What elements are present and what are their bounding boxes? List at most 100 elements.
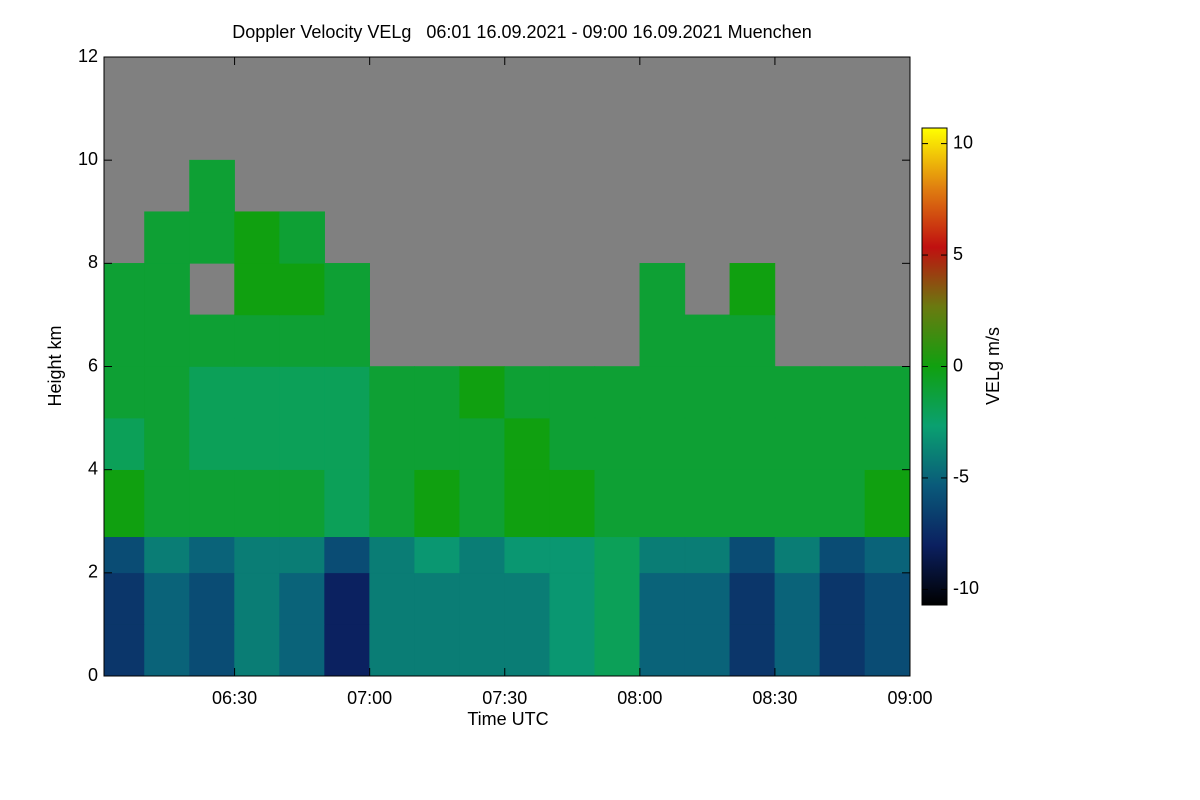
- heatmap-cell: [639, 469, 686, 538]
- heatmap-cell: [189, 624, 235, 677]
- heatmap-cell: [774, 417, 821, 470]
- x-tick-label: 07:00: [347, 688, 392, 708]
- heatmap-cell: [324, 366, 370, 419]
- heatmap-cell: [504, 417, 551, 470]
- heatmap-cell: [279, 536, 325, 574]
- heatmap-cell: [774, 572, 821, 625]
- heatmap-cell: [279, 572, 325, 625]
- heatmap-cell: [234, 536, 280, 574]
- heatmap-cell: [103, 263, 145, 316]
- heatmap-cell: [144, 366, 190, 419]
- heatmap-cell: [369, 366, 415, 419]
- colorbar-tick-label: 0: [953, 355, 963, 375]
- heatmap-cell: [414, 366, 461, 419]
- heatmap-cell: [324, 469, 370, 538]
- heatmap-cell: [549, 536, 596, 574]
- heatmap-cell: [459, 536, 506, 574]
- heatmap-cell: [594, 366, 641, 419]
- heatmap-cell: [459, 417, 506, 470]
- heatmap-cell: [234, 417, 280, 470]
- heatmap-cell: [234, 366, 280, 419]
- heatmap-cell: [729, 624, 776, 677]
- heatmap-cell: [279, 314, 325, 367]
- y-tick-label: 8: [88, 252, 98, 272]
- heatmap-cell: [234, 469, 280, 538]
- heatmap-cell: [144, 417, 190, 470]
- heatmap-cell: [279, 366, 325, 419]
- heatmap-cell: [594, 417, 641, 470]
- heatmap-cell: [864, 624, 911, 677]
- heatmap-cell: [549, 366, 596, 419]
- heatmap-cell: [103, 536, 145, 574]
- heatmap-cell: [864, 536, 911, 574]
- heatmap-cell: [864, 469, 911, 538]
- chart-title: Doppler Velocity VELg 06:01 16.09.2021 -…: [232, 22, 811, 42]
- heatmap-cell: [819, 572, 866, 625]
- heatmap-cell: [369, 417, 415, 470]
- heatmap-cell: [324, 314, 370, 367]
- heatmap-cell: [684, 417, 731, 470]
- heatmap-cell: [414, 469, 461, 538]
- x-tick-label: 08:00: [617, 688, 662, 708]
- heatmap-cell: [234, 572, 280, 625]
- heatmap-cell: [729, 314, 776, 367]
- y-tick-label: 4: [88, 458, 98, 478]
- heatmap-cell: [684, 572, 731, 625]
- heatmap-cells: [103, 159, 911, 677]
- y-tick-label: 2: [88, 562, 98, 582]
- heatmap-cell: [504, 469, 551, 538]
- heatmap-cell: [103, 314, 145, 367]
- heatmap-cell: [639, 314, 686, 367]
- y-tick-label: 10: [78, 149, 98, 169]
- heatmap-cell: [369, 469, 415, 538]
- heatmap-cell: [144, 211, 190, 264]
- heatmap-cell: [684, 624, 731, 677]
- x-tick-label: 06:30: [212, 688, 257, 708]
- heatmap-cell: [144, 624, 190, 677]
- heatmap-cell: [639, 366, 686, 419]
- heatmap-cell: [639, 572, 686, 625]
- heatmap-cell: [729, 572, 776, 625]
- x-axis-label: Time UTC: [467, 709, 548, 729]
- heatmap-cell: [459, 469, 506, 538]
- heatmap-cell: [639, 536, 686, 574]
- heatmap-cell: [549, 469, 596, 538]
- heatmap-cell: [414, 624, 461, 677]
- y-tick-label: 0: [88, 665, 98, 685]
- heatmap-cell: [144, 536, 190, 574]
- heatmap-cell: [864, 572, 911, 625]
- heatmap-cell: [684, 366, 731, 419]
- heatmap-cell: [864, 366, 911, 419]
- heatmap-cell: [189, 536, 235, 574]
- heatmap-cell: [459, 572, 506, 625]
- heatmap-cell: [774, 624, 821, 677]
- heatmap-cell: [639, 263, 686, 316]
- heatmap-cell: [144, 263, 190, 316]
- heatmap-cell: [684, 536, 731, 574]
- heatmap-cell: [864, 417, 911, 470]
- heatmap-cell: [189, 572, 235, 625]
- heatmap-cell: [189, 417, 235, 470]
- heatmap-cell: [369, 572, 415, 625]
- heatmap-cell: [774, 469, 821, 538]
- heatmap-cell: [103, 624, 145, 677]
- heatmap-cell: [103, 366, 145, 419]
- heatmap-cell: [549, 417, 596, 470]
- heatmap-cell: [819, 366, 866, 419]
- y-tick-label: 12: [78, 46, 98, 66]
- x-tick-label: 09:00: [887, 688, 932, 708]
- heatmap-cell: [279, 417, 325, 470]
- heatmap-cell: [459, 624, 506, 677]
- heatmap-cell: [144, 469, 190, 538]
- heatmap-cell: [234, 211, 280, 264]
- heatmap-cell: [819, 624, 866, 677]
- heatmap-cell: [819, 536, 866, 574]
- heatmap-cell: [729, 417, 776, 470]
- heatmap-cell: [684, 469, 731, 538]
- x-tick-label: 08:30: [752, 688, 797, 708]
- heatmap-cell: [324, 536, 370, 574]
- heatmap-cell: [549, 572, 596, 625]
- heatmap-cell: [639, 624, 686, 677]
- heatmap-cell: [234, 314, 280, 367]
